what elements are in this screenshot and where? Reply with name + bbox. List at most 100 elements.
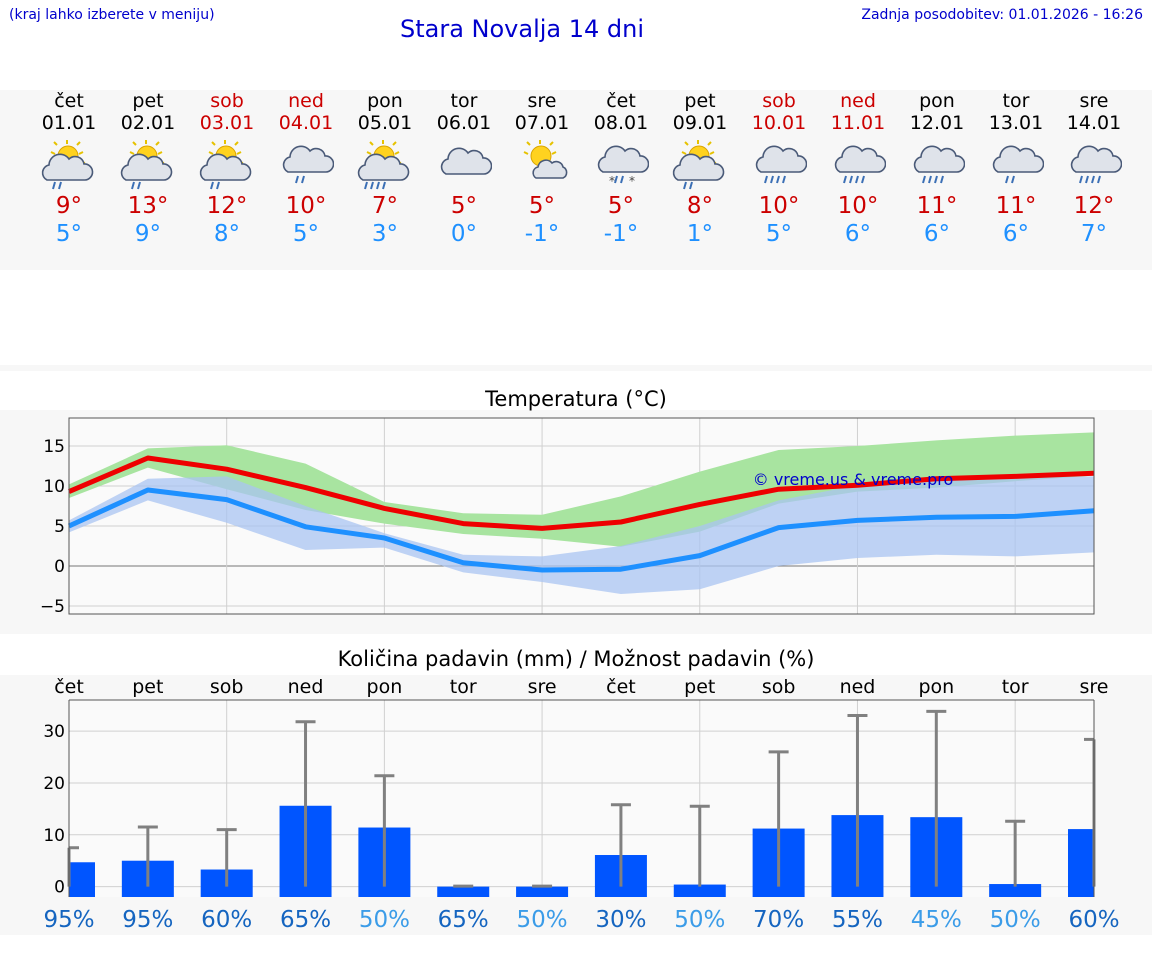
day-name: ned [840,90,876,112]
max-temperature: 10° [758,193,800,219]
max-temperature: 13° [127,193,169,219]
error-bar [926,709,947,887]
day-name: sob [762,90,796,112]
min-temperature: 6° [844,221,872,247]
min-temperature: 8° [213,221,241,247]
y-tick-label: 15 [43,437,65,457]
min-temperature: 6° [1002,221,1030,247]
precip-bar [516,886,569,897]
error-bar [374,774,395,887]
precip-bar [989,884,1042,897]
x-tick-label: pet [684,676,715,698]
x-tick-label: tor [450,676,477,698]
day-date: 02.01 [120,112,176,134]
x-tick-label: sob [762,676,796,698]
svg-text:*: * [609,174,615,188]
min-temperature-line [67,487,1095,573]
precip-bar [69,862,95,897]
min-range-band [69,476,1094,594]
cloud-rain-icon [261,140,351,190]
min-temperature: -1° [524,221,560,247]
max-temperature: 7° [371,193,399,219]
min-temperature: 1° [686,221,714,247]
day-card: sre 07.01 5° -1° [497,90,587,248]
cloud-sleet-icon: * * [576,140,666,190]
cloud-heavy-rain-icon [1049,140,1139,190]
day-card: sre 14.01 12° 7° [1049,90,1139,248]
day-card: sob 10.01 10° 5° [734,90,824,248]
max-temperature: 11° [916,193,958,219]
day-date: 04.01 [278,112,334,134]
y-tick-label: 10 [43,826,65,846]
min-temperature: 9° [134,221,162,247]
y-tick-label: 20 [43,774,65,794]
precip-probability-label: 95% [43,907,94,933]
error-bar [689,804,710,887]
min-temperature: 0° [450,221,478,247]
x-tick-label: sre [528,676,557,698]
day-name: čet [54,90,84,112]
precip-probability-label: 55% [832,907,883,933]
error-bar [768,750,789,887]
day-name: tor [1002,90,1030,112]
sun-cloud-heavy-rain-icon [340,140,430,190]
x-tick-label: čet [54,676,84,698]
precip-probability-label: 95% [122,907,173,933]
sun-cloud-rain-icon [24,140,114,190]
day-name: pon [367,90,403,112]
min-temperature: 3° [371,221,399,247]
cloud-heavy-rain-icon [734,140,824,190]
precip-probability-label: 70% [753,907,804,933]
temperature-chart-title: Temperatura (°C) [485,387,667,411]
plot-frame [68,417,1095,615]
error-bar [216,828,237,887]
precip-probability-label: 60% [1068,907,1119,933]
y-tick-label: 30 [43,722,65,742]
precip-probability-label: 65% [438,907,489,933]
y-tick-label: 0 [54,878,65,898]
day-card: pon 05.01 7° 3° [340,90,430,248]
day-card: čet 01.01 9° 5° [24,90,114,248]
day-name: sre [1079,90,1109,112]
max-temperature: 9° [55,193,83,219]
page-title: Stara Novalja 14 dni [399,15,645,43]
cloud-heavy-rain-icon [892,140,982,190]
precip-probability-label: 45% [911,907,962,933]
watermark: © vreme.us & vreme.pro [753,470,954,489]
max-range-band [69,432,1094,547]
error-bar [532,884,553,888]
max-temperature: 5° [607,193,635,219]
day-card: ned 11.01 10° 6° [813,90,903,248]
precip-probability-label: 30% [595,907,646,933]
day-name: sre [527,90,557,112]
max-temperature: 8° [686,193,714,219]
day-name: ned [288,90,324,112]
day-date: 11.01 [830,112,886,134]
sun-cloud-rain-icon [103,140,193,190]
error-bar [847,714,868,887]
day-date: 06.01 [436,112,492,134]
precip-probability-label: 65% [280,907,331,933]
day-date: 08.01 [593,112,649,134]
day-name: pet [132,90,164,112]
precip-probability-label: 50% [674,907,725,933]
max-temperature: 5° [528,193,556,219]
x-tick-label: pon [918,676,954,698]
day-card: tor 06.01 5° 0° [419,90,509,248]
day-date: 12.01 [909,112,965,134]
day-date: 01.01 [41,112,97,134]
day-card: tor 13.01 11° 6° [971,90,1061,248]
day-date: 14.01 [1066,112,1122,134]
forecast-days-band [0,90,1152,270]
day-name: sob [210,90,244,112]
day-date: 07.01 [514,112,570,134]
max-temperature-line [68,455,1095,531]
precip-probability-label: 60% [201,907,252,933]
x-tick-label: ned [288,676,324,698]
day-date: 03.01 [199,112,255,134]
day-date: 05.01 [357,112,413,134]
min-temperature: 5° [292,221,320,247]
error-bar [137,825,158,887]
max-temperature: 12° [206,193,248,219]
day-card: pet 09.01 8° 1° [655,90,745,248]
